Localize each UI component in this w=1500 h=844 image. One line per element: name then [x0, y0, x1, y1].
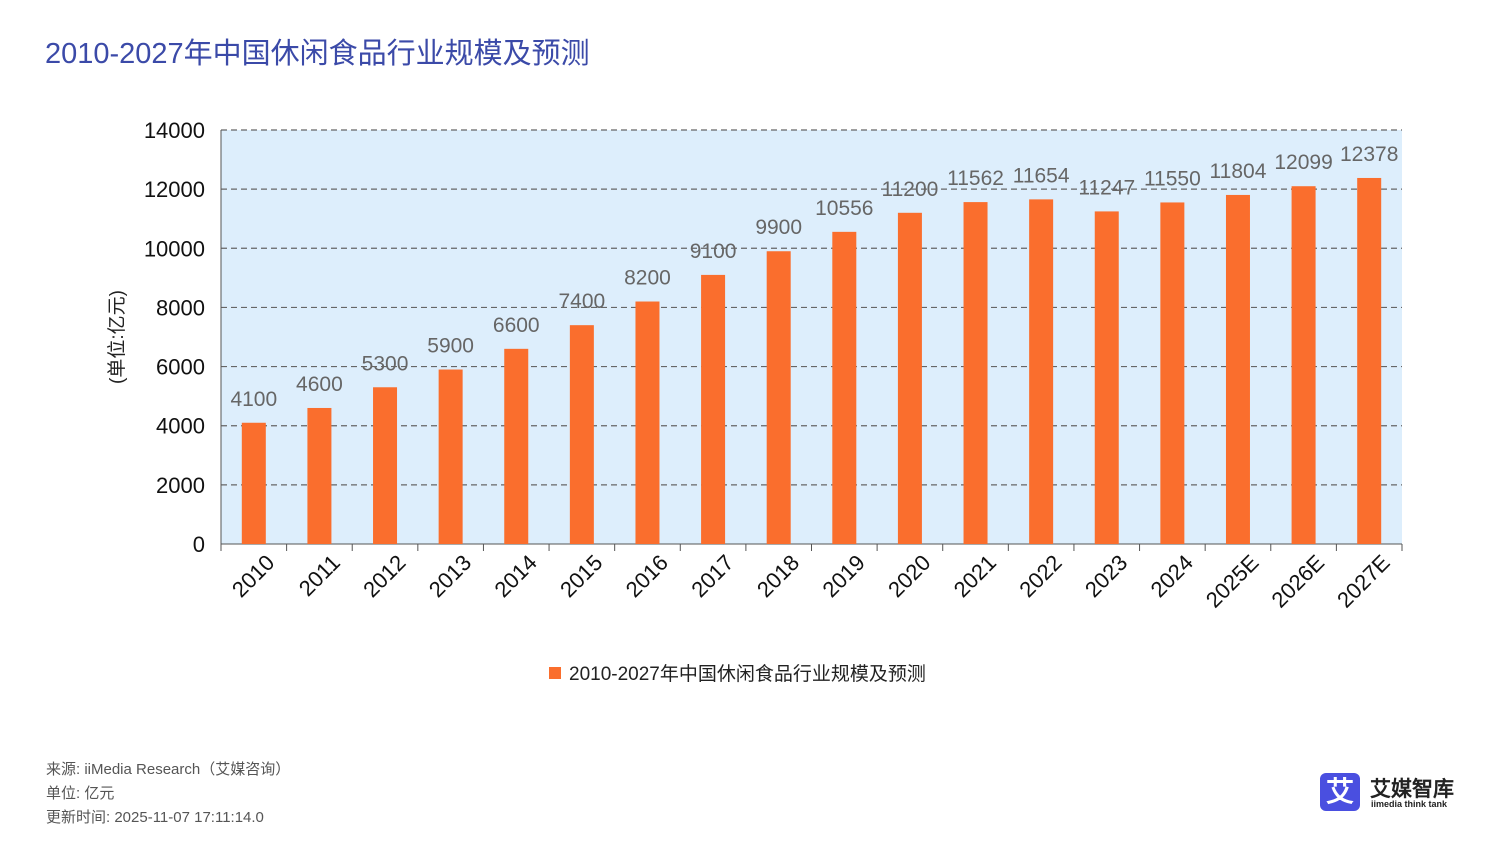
bar-chart: 0 2000 4000 6000 8000 10000 12000 14000 4100 2010… — [106, 118, 1403, 685]
x-tick-label: 2017 — [686, 550, 738, 602]
x-tick-label: 2010 — [227, 550, 279, 602]
x-tick-label: 2027E — [1332, 550, 1395, 613]
unit-note: 单位: 亿元 — [46, 785, 115, 802]
data-label: 11247 — [1078, 176, 1135, 199]
data-label: 9900 — [755, 216, 802, 239]
bar — [504, 348, 529, 544]
bar — [438, 369, 463, 544]
data-label: 11200 — [881, 178, 938, 201]
x-tick-label: 2019 — [818, 550, 870, 602]
data-label: 6600 — [493, 314, 540, 337]
bar — [766, 251, 791, 544]
data-label: 11562 — [947, 167, 1004, 190]
data-label: 5900 — [427, 335, 474, 358]
logo-mark: 艾 — [1320, 773, 1360, 811]
y-tick-label: 0 — [193, 532, 205, 557]
bar — [307, 407, 332, 544]
y-tick-label: 8000 — [156, 295, 205, 320]
bar — [635, 301, 660, 544]
logo-name: 艾媒智库 — [1370, 778, 1454, 801]
y-tick-label: 12000 — [144, 177, 205, 202]
x-tick-label: 2018 — [752, 550, 804, 602]
y-tick-label: 10000 — [144, 236, 205, 261]
bar — [1029, 199, 1054, 544]
bar — [1357, 177, 1382, 545]
y-axis-label: (单位:亿元) — [106, 290, 128, 384]
x-tick-label: 2022 — [1014, 550, 1066, 602]
x-tick-label: 2021 — [949, 550, 1001, 602]
x-tick-label: 2023 — [1080, 550, 1132, 602]
bar — [1291, 186, 1316, 545]
x-tick-label: 2014 — [489, 550, 541, 602]
updated-note: 更新时间: 2025-11-07 17:11:14.0 — [46, 809, 264, 826]
data-label: 9100 — [690, 240, 737, 263]
y-tick-label: 6000 — [156, 355, 205, 380]
y-tick-label: 14000 — [144, 118, 205, 143]
data-label: 4600 — [296, 373, 343, 396]
legend-label: 2010-2027年中国休闲食品行业规模及预测 — [569, 663, 926, 685]
logo-tagline: iimedia think tank — [1371, 799, 1448, 809]
data-label: 12099 — [1274, 151, 1332, 174]
bar — [1225, 194, 1250, 545]
x-tick-label: 2020 — [883, 550, 935, 602]
x-tick-label: 2011 — [294, 550, 345, 601]
data-label: 12378 — [1340, 143, 1398, 166]
iimedia-logo: 艾 艾媒智库 iimedia think tank — [1320, 773, 1470, 813]
legend-swatch — [549, 667, 561, 679]
x-tick-label: 2025E — [1201, 550, 1264, 613]
bar — [569, 325, 594, 544]
bar — [832, 231, 857, 544]
bar — [241, 422, 266, 544]
x-tick-label: 2015 — [555, 550, 607, 602]
data-label: 10556 — [815, 197, 873, 220]
bar — [701, 274, 726, 544]
data-label: 11550 — [1144, 167, 1201, 190]
x-tick-label: 2016 — [621, 550, 673, 602]
source-note: 来源: iiMedia Research（艾媒咨询） — [46, 761, 291, 778]
page-title: 2010-2027年中国休闲食品行业规模及预测 — [45, 38, 590, 70]
bar — [1160, 202, 1185, 544]
bar — [897, 212, 922, 545]
plot-area — [221, 130, 1402, 544]
x-tick-label: 2026E — [1266, 550, 1329, 613]
y-tick-label: 2000 — [156, 473, 205, 498]
data-label: 7400 — [559, 290, 606, 313]
bar — [1094, 211, 1119, 544]
data-label: 4100 — [230, 388, 277, 411]
bar — [963, 202, 988, 544]
data-label: 8200 — [624, 267, 671, 290]
data-label: 11804 — [1210, 160, 1267, 183]
x-tick-label: 2024 — [1146, 550, 1198, 602]
y-tick-label: 4000 — [156, 414, 205, 439]
x-tick-label: 2013 — [424, 550, 476, 602]
data-label: 5300 — [362, 352, 409, 375]
bar — [373, 387, 398, 544]
x-tick-label: 2012 — [358, 550, 410, 602]
data-label: 11654 — [1013, 164, 1070, 187]
